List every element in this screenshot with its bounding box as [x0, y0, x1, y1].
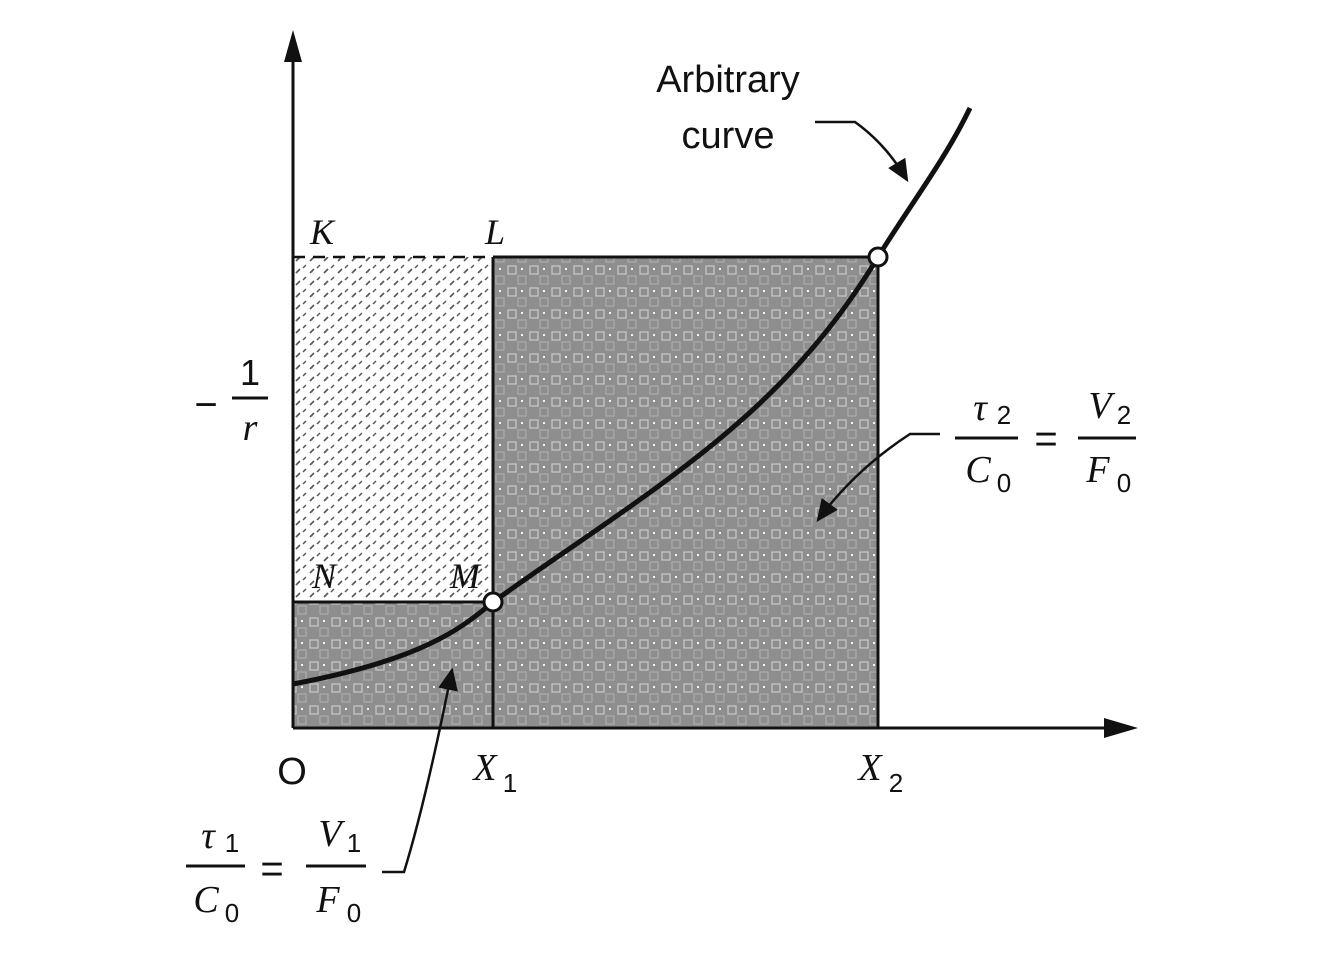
label-m: M	[449, 556, 482, 596]
shaded-region-area2	[493, 257, 878, 728]
label-k: K	[309, 212, 336, 252]
eq1-equals: =	[260, 847, 283, 891]
dotted-region-kl-nm	[293, 257, 493, 602]
point-x2-marker	[867, 246, 889, 268]
eq1-f: F	[315, 879, 340, 921]
equation-area1-arrow	[382, 667, 458, 874]
y-axis-label-numerator: 1	[240, 352, 260, 393]
y-axis-label: − 1 r	[194, 352, 268, 449]
eq2-c-sub: 0	[997, 468, 1011, 498]
eq2-tau-sub: 2	[997, 400, 1011, 430]
equation-area2-arrow	[816, 432, 940, 523]
eq2-equals: =	[1034, 417, 1057, 461]
label-n: N	[311, 556, 338, 596]
x1-sub: 1	[503, 768, 517, 798]
x-tick-x1: X 1	[471, 747, 517, 798]
eq1-v: V	[318, 813, 345, 855]
equation-area1: τ 1 C 0 = V 1 F 0	[186, 813, 366, 928]
eq2-f-sub: 0	[1117, 468, 1131, 498]
point-m-marker	[482, 591, 504, 613]
eq1-tau-sub: 1	[225, 828, 239, 858]
eq2-f: F	[1085, 449, 1110, 491]
x-tick-x2: X 2	[856, 747, 903, 798]
eq1-c: C	[193, 879, 219, 921]
label-l: L	[484, 212, 505, 252]
eq1-tau: τ	[201, 815, 216, 857]
x-axis-arrow	[1104, 718, 1138, 738]
eq2-v-sub: 2	[1117, 400, 1131, 430]
x1-main: X	[471, 747, 498, 789]
y-axis-arrow	[284, 30, 302, 62]
y-axis-label-denominator: r	[243, 407, 258, 449]
eq1-c-sub: 0	[225, 898, 239, 928]
arbitrary-curve	[292, 106, 973, 687]
annotation-arrow	[815, 120, 909, 183]
eq2-v: V	[1088, 385, 1115, 427]
origin-label: O	[277, 751, 307, 793]
x2-sub: 2	[889, 768, 903, 798]
y-axis-label-sign: −	[194, 383, 217, 427]
shaded-region-area1	[293, 602, 493, 728]
eq1-f-sub: 0	[347, 898, 361, 928]
annotation-line-1: Arbitrary	[656, 59, 800, 101]
eq2-tau: τ	[973, 387, 988, 429]
equation-area2: τ 2 C 0 = V 2 F 0	[955, 385, 1136, 498]
annotation-line-2: curve	[682, 115, 775, 157]
eq1-v-sub: 1	[347, 828, 361, 858]
x2-main: X	[856, 747, 883, 789]
eq2-c: C	[965, 449, 991, 491]
